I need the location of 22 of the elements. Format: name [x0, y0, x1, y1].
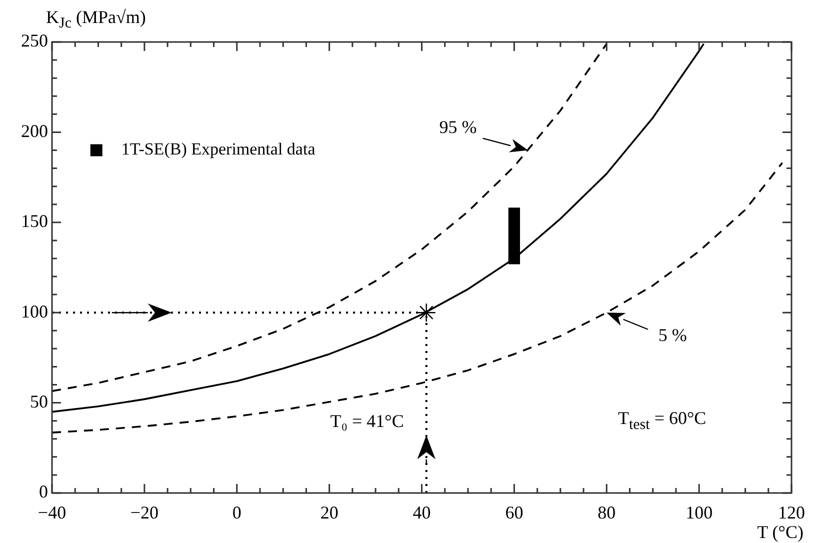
y-tick-label: 0 [39, 482, 48, 502]
annotation: T$_{test}$ = 60°C [618, 408, 706, 433]
y-tick-label: 50 [30, 392, 48, 412]
x-tick-label: 40 [412, 502, 431, 523]
x-tick-label: −20 [130, 502, 159, 523]
x-tick-label: 100 [686, 502, 713, 523]
x-tick-label: 20 [320, 502, 338, 523]
y-tick-label: 200 [21, 120, 48, 141]
x-tick-label: 120 [778, 502, 805, 523]
x-tick-label: 0 [232, 502, 242, 523]
x-tick-label: −40 [38, 502, 66, 523]
y-tick-label: 150 [21, 211, 48, 232]
x-axis-title: T (°C) [757, 522, 804, 542]
annotation: T₀ = 41°C [330, 410, 404, 431]
annotation: 95 % [439, 117, 477, 138]
annotation: 5 % [658, 324, 687, 345]
y-tick-label: 100 [21, 301, 48, 322]
x-tick-label: 60 [505, 502, 524, 523]
y-axis-title: K$_{Jc}$ (MPa√m) [46, 7, 146, 32]
x-tick-label: 80 [598, 502, 616, 523]
legend-label: 1T-SE(B) Experimental data [121, 140, 316, 159]
y-tick-label: 250 [21, 30, 48, 51]
